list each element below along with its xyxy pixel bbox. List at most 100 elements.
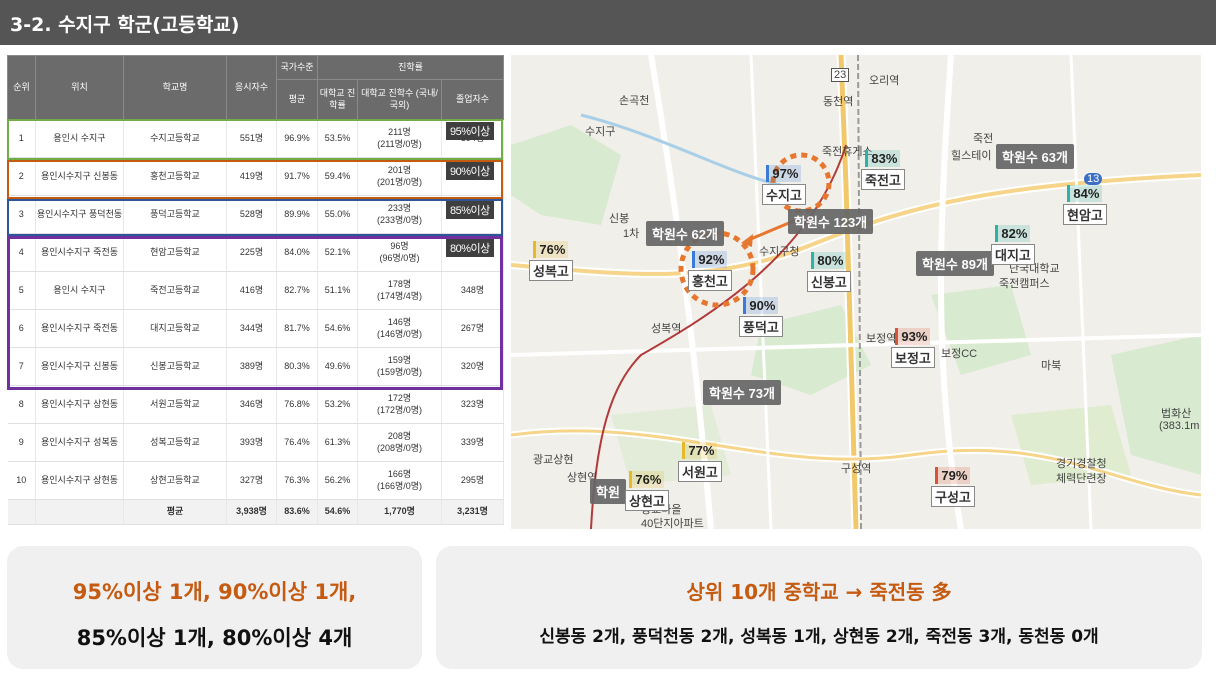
school-marker[interactable]: 80% 신봉고 — [807, 252, 851, 292]
school-marker-name: 현암고 — [1063, 204, 1107, 225]
header-advancement: 진학률 — [316, 55, 505, 80]
univ-count-total: 178명 — [387, 279, 412, 290]
univ-rate-cell: 53.2% — [317, 385, 358, 424]
univ-rate-cell: 49.6% — [317, 347, 358, 386]
univ-count-cell: 211명 (211명/0명) — [357, 119, 442, 158]
avg-cell: 96.9% — [276, 119, 318, 158]
map-label-ori: 오리역 — [869, 75, 900, 87]
univ-count-total: 172명 — [387, 393, 412, 404]
school-marker[interactable]: 90% 풍덕고 — [739, 297, 783, 337]
univ-count-total: 211명 — [388, 127, 411, 138]
avg-graduates-cell: 3,231명 — [441, 499, 505, 525]
school-marker-name: 대지고 — [991, 244, 1035, 265]
univ-count-cell: 96명 (96명/0명) — [357, 233, 442, 272]
applicants-cell: 389명 — [226, 347, 277, 386]
school-marker-percent: 84% — [1067, 185, 1103, 202]
academy-label-123: 학원수 123개 — [788, 209, 874, 234]
summary-left-box: 95%이상 1개, 90%이상 1개, 85%이상 1개, 80%이상 4개 — [7, 546, 422, 669]
school-marker[interactable]: 82% 대지고 — [991, 225, 1035, 265]
univ-count-split: (174명/4명) — [376, 290, 423, 301]
map-label-seongbok: 성복역 — [651, 323, 682, 335]
avg-applicants-cell: 3,938명 — [226, 499, 277, 525]
school-marker-percent: 83% — [865, 150, 901, 167]
univ-count-split: (208명/0명) — [376, 442, 423, 453]
school-marker[interactable]: 79% 구성고 — [931, 467, 975, 507]
map-label-police: 경기경찰청 — [1056, 458, 1107, 470]
rank-cell: 1 — [7, 119, 36, 158]
map-label-beophwa: 법화산 — [1161, 408, 1192, 420]
school-marker[interactable]: 97% 수지고 — [762, 165, 806, 205]
map-base — [511, 55, 1201, 529]
school-marker-percent: 82% — [995, 225, 1031, 242]
location-cell: 용인시수지구 신봉동 — [35, 347, 124, 386]
univ-count-cell: 172명 (172명/0명) — [357, 385, 442, 424]
summary-right-line2: 신봉동 2개, 풍덕천동 2개, 성복동 1개, 상현동 2개, 죽전동 3개,… — [539, 627, 1099, 647]
school-cell: 서원고등학교 — [123, 385, 227, 424]
school-marker[interactable]: 76% 성복고 — [529, 241, 573, 281]
summary-right-line1: 상위 10개 중학교 → 죽전동 多 — [686, 580, 952, 604]
avg-label-cell: 평균 — [123, 499, 227, 525]
map-label-guseong: 구성역 — [841, 463, 872, 475]
univ-count-cell: 178명 (174명/4명) — [357, 271, 442, 310]
univ-count-total: 233명 — [387, 203, 412, 214]
school-marker[interactable]: 92% 홍천고 — [688, 251, 732, 291]
header-rank: 순위 — [7, 55, 36, 120]
location-cell: 용인시수지구 죽전동 — [35, 309, 124, 348]
univ-count-total: 159명 — [387, 355, 412, 366]
school-cell: 풍덕고등학교 — [123, 195, 227, 234]
map-label-fitness: 체력단련장 — [1056, 473, 1107, 485]
map-label-sinbong: 신봉 — [609, 213, 630, 225]
applicants-cell: 344명 — [226, 309, 277, 348]
applicants-cell: 327명 — [226, 461, 277, 500]
school-marker[interactable]: 83% 죽전고 — [861, 150, 905, 190]
tag-95: 95%이상 — [446, 122, 494, 140]
header-bar: 3-2. 수지구 학군(고등학교) — [0, 0, 1216, 45]
avg-cell: 76.8% — [276, 385, 318, 424]
rank-cell: 5 — [7, 271, 36, 310]
avg-cell: 89.9% — [276, 195, 318, 234]
avg-count-cell: 1,770명 — [357, 499, 442, 525]
map-label-mabuk: 마북 — [1041, 360, 1062, 372]
school-marker-name: 성복고 — [529, 260, 573, 281]
map-label-hills: 힐스테이 — [951, 150, 992, 162]
table-row: 9 용인시수지구 성복동 성복고등학교 393명 76.4% 61.3% 208명 (208명… — [7, 423, 505, 462]
rank-cell: 6 — [7, 309, 36, 348]
school-cell: 수지고등학교 — [123, 119, 227, 158]
map-label-1cha: 1차 — [623, 228, 640, 240]
map-label-gwanggyo: 광교상현 — [533, 454, 574, 466]
map-label-jukjeon: 죽전 — [973, 133, 994, 145]
graduates-cell: 348명 — [441, 271, 505, 310]
summary-left-line1: 95%이상 1개, 90%이상 1개, — [72, 580, 357, 604]
rank-cell: 10 — [7, 461, 36, 500]
location-cell: 용인시수지구 상현동 — [35, 385, 124, 424]
school-cell: 신봉고등학교 — [123, 347, 227, 386]
table-row: 7 용인시수지구 신봉동 신봉고등학교 389명 80.3% 49.6% 159명 (159명… — [7, 347, 505, 386]
school-marker-name: 죽전고 — [861, 169, 905, 190]
rank-cell: 3 — [7, 195, 36, 234]
map-label-beophwa-height: (383.1m — [1159, 420, 1200, 432]
map-view[interactable]: 오리역 손곡천 수지구 동천역 죽전휴게소 죽전 힐스테이 신봉 1차 수지구청… — [511, 55, 1201, 529]
school-cell: 성복고등학교 — [123, 423, 227, 462]
table-row: 1 용인시 수지구 수지고등학교 551명 96.9% 53.5% 211명 (211명/0명… — [7, 119, 505, 158]
graduates-cell: 339명 — [441, 423, 505, 462]
school-cell: 홍천고등학교 — [123, 157, 227, 196]
school-cell: 대지고등학교 — [123, 309, 227, 348]
school-marker[interactable]: 77% 서원고 — [678, 442, 722, 482]
header-avg: 평균 — [276, 79, 318, 120]
header-applicants: 응시자수 — [226, 55, 277, 120]
univ-count-cell: 159명 (159명/0명) — [357, 347, 442, 386]
header-univ-count: 대학교 진학수 (국내/국외) — [357, 79, 442, 120]
school-marker[interactable]: 93% 보정고 — [891, 328, 935, 368]
school-marker[interactable]: 84% 현암고 — [1063, 185, 1107, 225]
school-marker-percent: 76% — [533, 241, 569, 258]
academy-label-partial: 학원 — [590, 479, 626, 504]
map-label-dankook: 단국대학교 — [1009, 263, 1060, 275]
univ-count-split: (96명/0명) — [379, 252, 420, 263]
school-marker[interactable]: 76% 상현고 — [625, 471, 669, 511]
school-marker-name: 상현고 — [625, 490, 669, 511]
school-marker-name: 홍천고 — [688, 270, 732, 291]
univ-rate-cell: 52.1% — [317, 233, 358, 272]
rank-cell: 8 — [7, 385, 36, 424]
map-label-campus: 죽전캠퍼스 — [999, 278, 1050, 290]
school-marker-name: 풍덕고 — [739, 316, 783, 337]
